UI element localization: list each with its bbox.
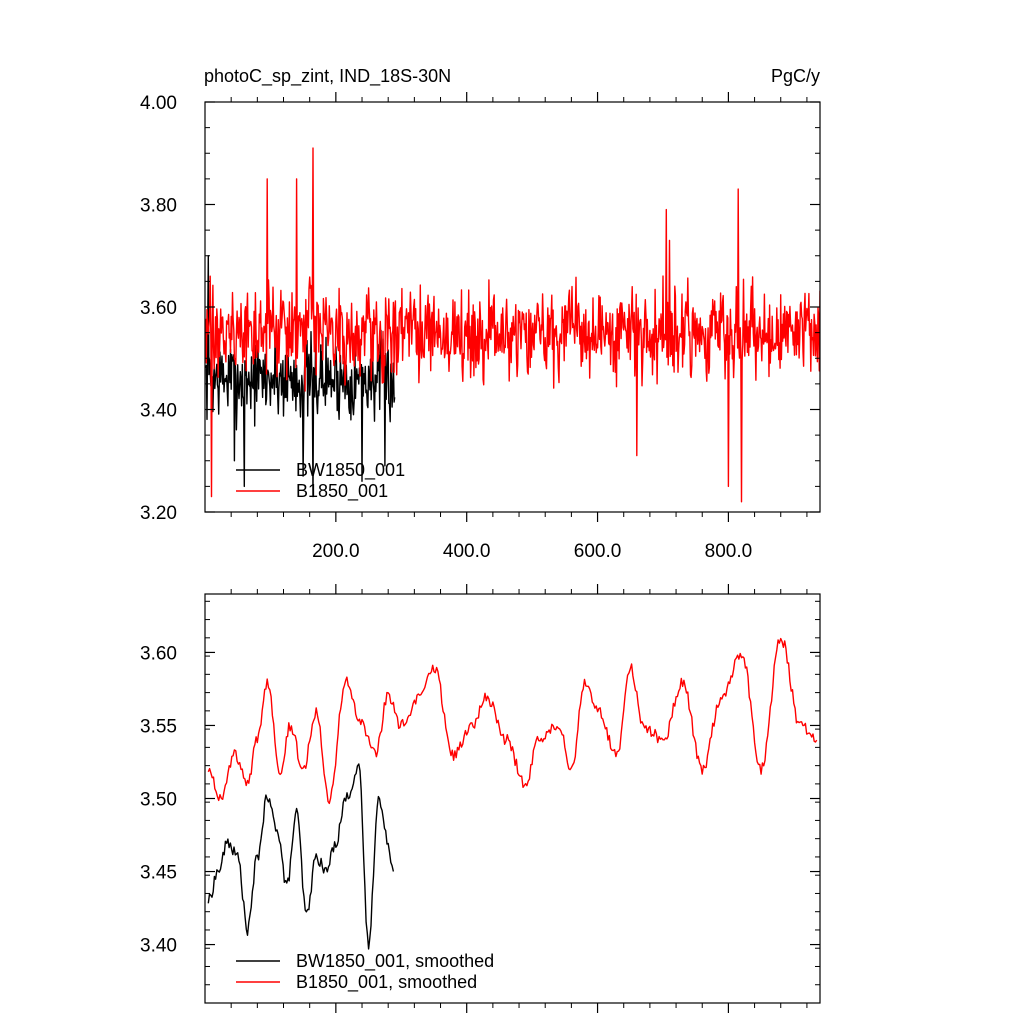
series-line-1 [205,255,396,498]
y-tick-label: 3.20 [140,503,177,524]
series-line-2 [207,637,818,805]
x-tick-label: 600.0 [574,541,622,562]
series-line-1 [207,763,395,950]
y-tick-label: 3.40 [140,401,177,422]
y-tick-label: 3.60 [140,298,177,319]
legend-label: BW1850_001, smoothed [296,951,494,972]
y-tick-label: 3.45 [140,863,177,884]
series-group [207,637,818,950]
plot-frame [204,593,821,1004]
series-line-2 [205,147,820,503]
legend-label: B1850_001, smoothed [296,972,477,993]
y-tick-label: 3.80 [140,196,177,217]
x-tick-label: 200.0 [312,541,360,562]
x-tick-label: 400.0 [443,541,491,562]
chart-panel-2: 3.40 3.45 3.50 3.55 3.60 BW1850_001, smoothed… [140,584,821,1013]
figure-title-left: photoC_sp_zint, IND_18S-30N [204,66,451,87]
y-tick-label: 3.50 [140,790,177,811]
y-tick-label: 3.55 [140,716,177,737]
legend-label: B1850_001 [296,481,388,502]
y-tick-label: 3.60 [140,643,177,664]
y-tick-label: 3.40 [140,936,177,957]
chart-panel-1: 3.20 3.40 3.60 3.80 4.00 200.0 400.0 600.0 800.0… [140,92,821,562]
legend-label: BW1850_001 [296,460,405,481]
series-group [205,147,820,503]
y-tick-label: 4.00 [140,93,177,114]
x-tick-label: 800.0 [705,541,753,562]
figure-units: PgC/y [771,66,820,86]
